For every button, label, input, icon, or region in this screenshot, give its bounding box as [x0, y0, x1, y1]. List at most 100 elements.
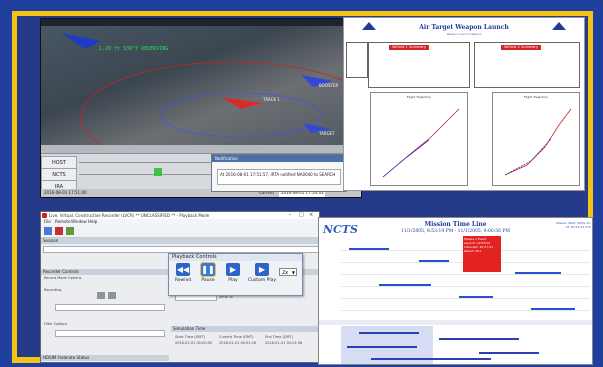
- start-time-label-2: Start Time (GMT): [175, 335, 205, 339]
- simulation-time-header: Simulation Time: [171, 326, 319, 332]
- popup-title: Missile 1 Event: [464, 237, 487, 241]
- event-bar[interactable]: [439, 338, 519, 340]
- network-icon[interactable]: [66, 227, 74, 235]
- speed-select[interactable]: 2x ▼: [279, 268, 297, 276]
- mission-time-line: NCTS Mission Time Line 11/1/2005, 8:53:1…: [318, 217, 593, 365]
- track-label-3: TARGET: [319, 131, 335, 136]
- folder-icon[interactable]: [44, 227, 52, 235]
- trajectory-chart-left: Flight Trajectory: [370, 92, 468, 186]
- event-bar[interactable]: [359, 332, 419, 334]
- event-bar[interactable]: [379, 284, 431, 286]
- start-time-value-2: 2016-01-01 00:00:00: [175, 341, 213, 345]
- minimize-icon[interactable]: –: [289, 212, 292, 218]
- popup-line: Intercept: 20:57:41: [464, 245, 493, 249]
- rewind-label: Rewind: [174, 278, 192, 283]
- app-title-bar: Live, Virtual, Constructive Recorder (LV…: [41, 212, 319, 219]
- event-bar[interactable]: [349, 248, 389, 250]
- custom-play-label: Custom Play: [247, 278, 277, 283]
- event-bar[interactable]: [459, 296, 493, 298]
- scene-overlay: [61, 33, 361, 145]
- custom-play-button[interactable]: ▶ Custom Play: [247, 263, 277, 291]
- current-label: Current: [259, 190, 275, 195]
- booster-icon: [301, 75, 333, 87]
- app-icon: [42, 213, 47, 218]
- event-timeline: HOST NCTS IRA 2016-08-01 17:51:40 Curren…: [41, 145, 361, 197]
- vehicle-2-table: Vehicle 2 Summary: [474, 42, 580, 88]
- menu-bar: File Remote Window Help: [41, 219, 319, 225]
- menu-help[interactable]: Help: [88, 219, 98, 224]
- chart-title: Flight Trajectory: [406, 95, 432, 99]
- pause-label: Pause: [201, 278, 215, 283]
- recording-label: Recording: [44, 288, 62, 292]
- ncts-logo: NCTS: [323, 223, 358, 236]
- event-bar[interactable]: [479, 352, 539, 354]
- end-time-value-2: 2016-01-01 00:01:58: [265, 341, 303, 345]
- event-bar[interactable]: [531, 308, 575, 310]
- menu-window[interactable]: Window: [71, 219, 87, 224]
- notification-dialog: Notification At 2016-08-01 17:51:57, IRT…: [211, 154, 347, 192]
- custom-play-icon: ▶: [255, 263, 269, 276]
- track-ellipse: [160, 92, 322, 138]
- mtl-title: Mission Time Line: [424, 221, 487, 228]
- speed-value: 2x: [282, 270, 289, 276]
- timeline-ruler[interactable]: [41, 145, 361, 154]
- logo-icon: [552, 22, 566, 30]
- sim-title-bar: [41, 19, 361, 26]
- vehicle-1-table: Vehicle 1 Summary: [368, 42, 470, 88]
- track-label-2: BOOSTER: [319, 83, 339, 88]
- mtl-subtitle: 11/1/2005, 8:53:14 PM - 11/1/2005, 9:00:…: [400, 229, 511, 234]
- vehicle-2-header: Vehicle 2 Summary: [501, 45, 541, 50]
- event-bar[interactable]: [371, 358, 491, 360]
- session-field[interactable]: [43, 246, 319, 253]
- event-bar[interactable]: [419, 260, 449, 262]
- event-bar[interactable]: [347, 346, 417, 348]
- range-ring: [80, 61, 361, 145]
- pause-button[interactable]: ❚❚ Pause: [197, 262, 219, 291]
- app-title: Live, Virtual, Constructive Recorder (LV…: [49, 213, 210, 218]
- chevron-down-icon: ▼: [291, 270, 295, 275]
- filter-options-label: Filter Options: [44, 322, 68, 326]
- chart-title: Flight Trajectory: [523, 95, 549, 99]
- filter-field[interactable]: [55, 330, 165, 337]
- popup-line: Launch: 20:55:02: [464, 241, 491, 245]
- lane: [341, 310, 590, 311]
- play-icon: ▶: [226, 263, 240, 276]
- time-axis: [319, 320, 592, 325]
- end-time-label-2: End Time (GMT): [265, 335, 294, 339]
- track-label-1: TRACK 1: [263, 97, 280, 102]
- aircraft-icon: [61, 33, 101, 49]
- event-popup: Missile 1 Event Launch: 20:55:02 Interce…: [463, 236, 501, 272]
- current-time-label-2: Current Time (GMT): [219, 335, 254, 339]
- recorder-controls-header: Recorder Controls: [41, 269, 169, 275]
- track-icon: [303, 123, 331, 133]
- stop-button[interactable]: [97, 292, 105, 299]
- vehicle-1-header: Vehicle 1 Summary: [389, 45, 429, 50]
- record-icon[interactable]: [55, 227, 63, 235]
- menu-file[interactable]: File: [44, 219, 51, 224]
- maximize-icon[interactable]: □: [299, 212, 304, 218]
- event-marker[interactable]: [154, 168, 162, 176]
- lane: [341, 286, 590, 287]
- start-button[interactable]: [108, 292, 116, 299]
- play-button[interactable]: ▶ Play: [222, 263, 244, 291]
- report-subtitle: Weapon Launch Report: [446, 32, 482, 36]
- playback-title: Playback Controls: [169, 254, 302, 261]
- menu-remote[interactable]: Remote: [55, 219, 71, 224]
- federate-status-header: HDSIM Federate Status: [41, 355, 169, 361]
- rewind-icon: ◀◀: [176, 263, 190, 276]
- rewind-button[interactable]: ◀◀ Rewind: [172, 263, 194, 291]
- trajectory-plot: [504, 108, 572, 176]
- report-title: Air Target Weapon Launch: [419, 24, 509, 31]
- play-label: Play: [228, 278, 238, 283]
- lane: [341, 298, 590, 299]
- weapon-launch-report: Air Target Weapon Launch Weapon Launch R…: [343, 17, 585, 191]
- popup-line: Result: KILL: [464, 249, 482, 253]
- event-bar[interactable]: [515, 272, 561, 274]
- notification-text: At 2016-08-01 17:51:57, IRTA notified NA…: [217, 169, 341, 185]
- current-time-value-2: 2016-01-01 00:01:16: [219, 341, 257, 345]
- close-icon[interactable]: ×: [309, 212, 314, 218]
- logo-icon: [362, 22, 376, 30]
- toolbar-ribbon: [41, 225, 319, 238]
- jump-to-button[interactable]: Jump To: [219, 295, 233, 299]
- footer-time: 2016-08-01 17:51:40: [44, 190, 87, 195]
